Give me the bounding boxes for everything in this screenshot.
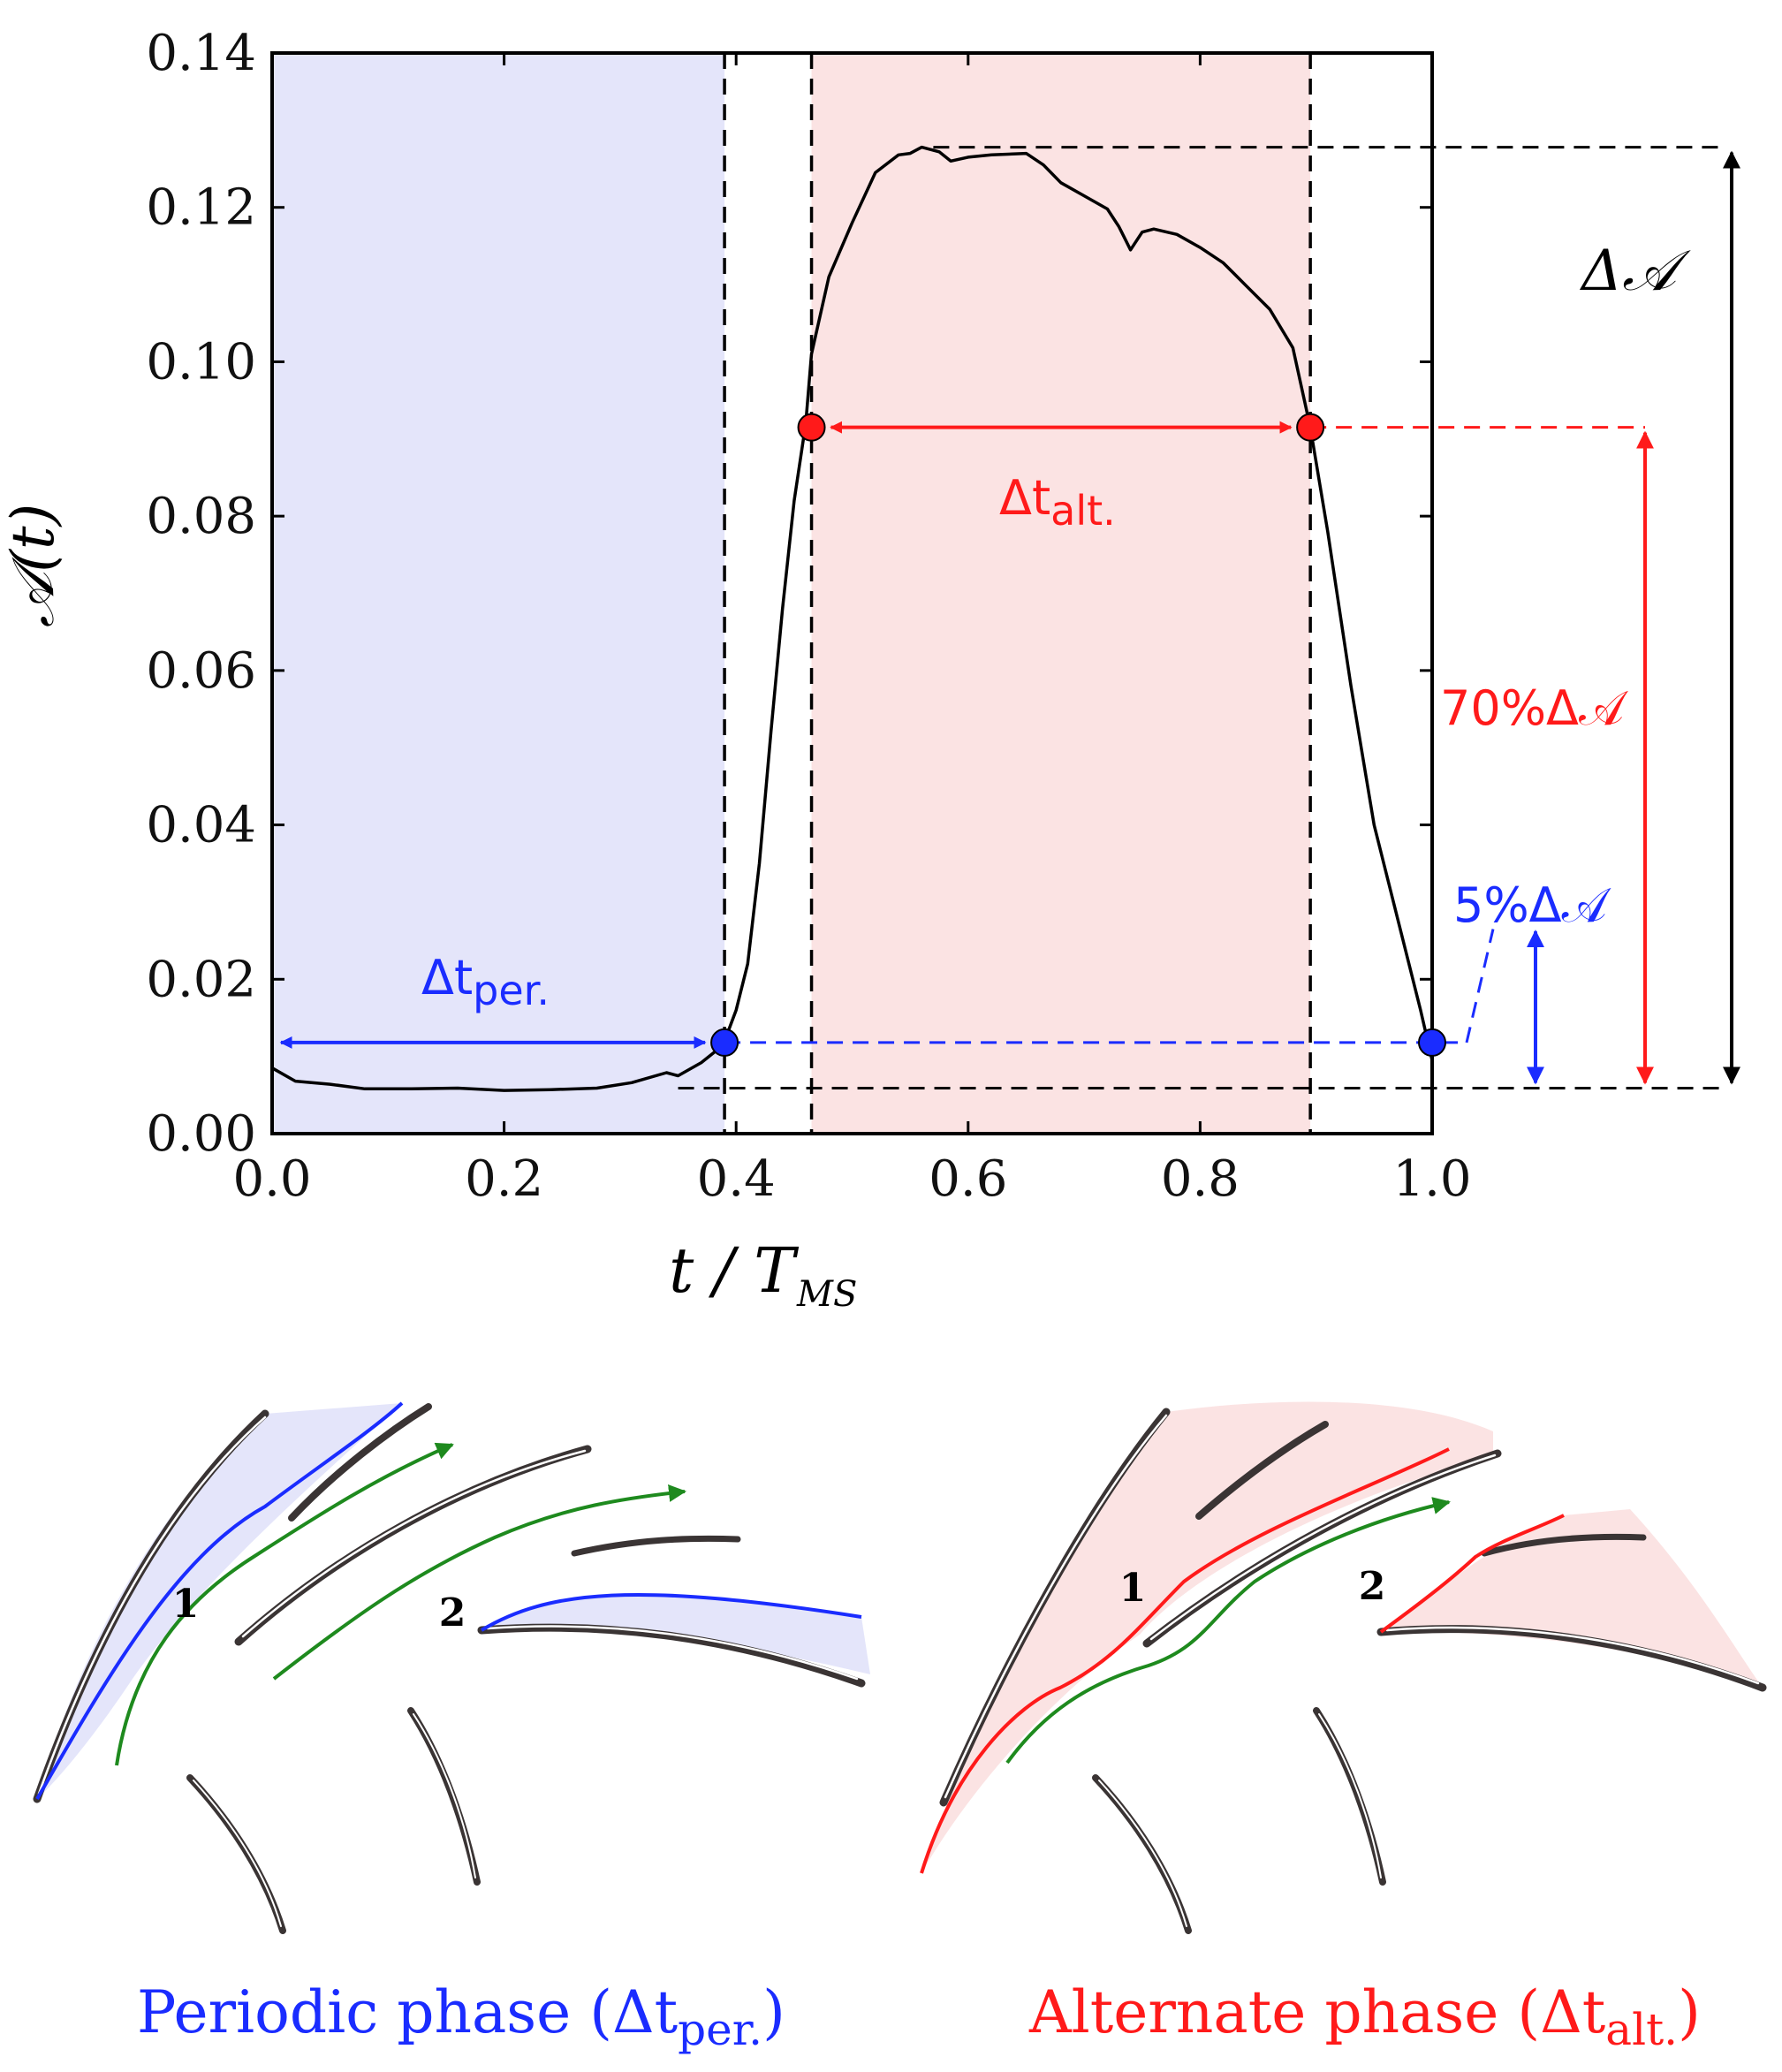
series-line	[271, 145, 1434, 1092]
shaded-region-periodic	[272, 53, 725, 1134]
dt-per-sub: per.	[473, 967, 550, 1014]
plot-frame	[270, 51, 1434, 1135]
dt-per-label: Δtper.	[421, 950, 550, 1014]
line-chart: 0.0 0.2 0.4 0.6 0.8 1.0 0.000.020.040.060.080…	[0, 25, 1740, 1315]
alternate-stall-region-2	[1381, 1509, 1763, 1688]
passage-label-2: 2	[1359, 1564, 1386, 1609]
periodic-caption-main: Periodic phase (Δt	[137, 1978, 678, 2046]
x-tick-label: 0.4	[697, 1150, 776, 1208]
alternate-caption-end: )	[1678, 1978, 1701, 2046]
blade-2	[1195, 1421, 1329, 1520]
blade-4	[571, 1535, 741, 1557]
flow-arrow-1	[1005, 1497, 1451, 1765]
periodic-boundary-1	[35, 1401, 404, 1800]
y-tick-label: 0.04	[146, 797, 256, 854]
y-tick-label: 0.12	[146, 179, 256, 237]
shaded-region-alternate	[811, 53, 1311, 1134]
y-tick-label: 0.14	[146, 25, 256, 82]
x-tick-label: 0.8	[1161, 1150, 1240, 1208]
blade-5	[1376, 1625, 1767, 1692]
x-axis-label-sub: MS	[796, 1274, 857, 1315]
blade-6	[407, 1707, 481, 1886]
five-pct-leader	[1465, 929, 1495, 1044]
phase-boundary-lines	[723, 53, 1312, 1134]
alternate-boundary-2	[1379, 1514, 1565, 1634]
flow-arrow-2	[272, 1484, 686, 1681]
dt-alt-sub: alt.	[1050, 487, 1116, 535]
x-tick-label: 1.0	[1392, 1150, 1471, 1208]
periodic-caption: Periodic phase (Δtper.)	[137, 1978, 785, 2055]
blade-5	[477, 1623, 866, 1688]
y-axis-label: 𝒜(t)	[0, 504, 67, 627]
alternate-phase-diagram: 1 2 Alternate phase (Δtalt.)	[920, 1401, 1767, 2055]
y-tick-label: 0.00	[146, 1105, 256, 1163]
y-tick-label: 0.08	[146, 488, 256, 545]
five-pct-label: 5%Δ𝒜	[1453, 877, 1611, 933]
x-axis-label-main: t / T	[669, 1234, 799, 1307]
blade-6	[1313, 1707, 1386, 1886]
y-tick-label: 0.02	[146, 951, 256, 1008]
periodic-caption-sub: per.	[678, 2004, 762, 2055]
shaded-regions	[272, 53, 1311, 1134]
passage-label-1: 1	[172, 1582, 200, 1627]
threshold-marker-1	[710, 1028, 739, 1057]
passage-label-2: 2	[439, 1590, 466, 1636]
blade-2	[288, 1403, 432, 1522]
dt-alt-label: Δtalt.	[999, 470, 1116, 535]
blade-7	[186, 1774, 286, 1934]
dt-per-main: Δt	[421, 950, 473, 1006]
delta-a-label: Δ𝒜	[1579, 239, 1691, 304]
blade-4	[1481, 1533, 1647, 1557]
dt-alt-main: Δt	[999, 470, 1050, 526]
periodic-phase-diagram: 1 2 Periodic phase (Δtper.)	[33, 1401, 870, 2055]
passage-label-1: 1	[1119, 1566, 1147, 1611]
blade-7	[1092, 1774, 1192, 1934]
x-tick-label: 0.6	[929, 1150, 1007, 1208]
seventy-pct-label: 70%Δ𝒜	[1440, 680, 1628, 736]
y-axis: 0.00 0.02 0.04 0.06 0.08 0.10 0.12 0.14	[146, 25, 1432, 1163]
alternate-boundary-1	[920, 1447, 1450, 1874]
range-arrows	[279, 150, 1740, 1085]
x-axis-label: t / T MS	[669, 1234, 857, 1315]
flow-arrow-1	[115, 1442, 454, 1766]
periodic-boundary-2	[480, 1592, 862, 1632]
periodic-stall-region-1	[37, 1403, 402, 1799]
x-tick-label: 0.2	[465, 1150, 543, 1208]
threshold-markers	[710, 413, 1446, 1057]
alternate-caption-sub: alt.	[1605, 2004, 1678, 2055]
y-tick-label: 0.10	[146, 333, 256, 391]
alternate-caption: Alternate phase (Δtalt.)	[1028, 1978, 1701, 2055]
threshold-marker-3	[797, 413, 826, 442]
threshold-lines	[678, 146, 1727, 1089]
x-tick-label: 0.0	[232, 1150, 311, 1208]
x-axis: 0.0 0.2 0.4 0.6 0.8 1.0	[232, 53, 1472, 1208]
threshold-marker-4	[1296, 413, 1325, 442]
y-tick-label: 0.06	[146, 642, 256, 700]
y-axis-label-text: 𝒜(t)	[0, 504, 67, 627]
alternate-stall-region-1	[921, 1401, 1493, 1873]
periodic-caption-end: )	[762, 1978, 785, 2046]
threshold-marker-2	[1418, 1028, 1446, 1057]
alternate-caption-main: Alternate phase (Δt	[1028, 1978, 1605, 2046]
